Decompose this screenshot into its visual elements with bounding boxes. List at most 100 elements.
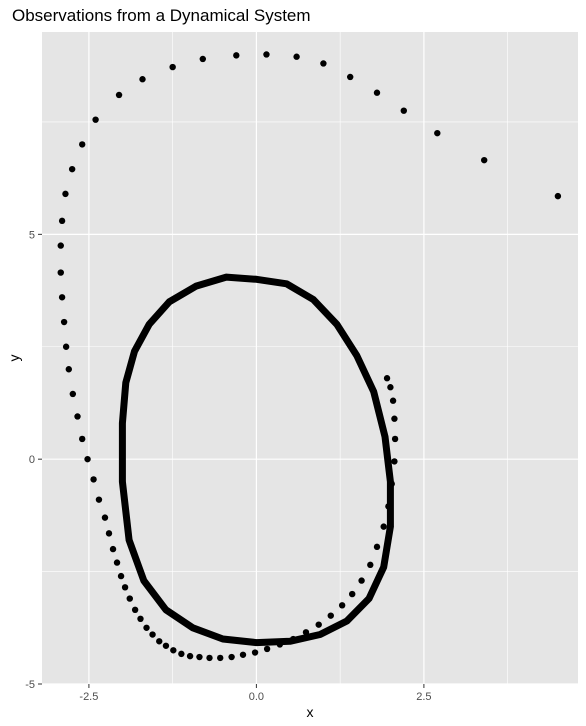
limit-cycle-point bbox=[119, 420, 126, 427]
x-axis-title: x bbox=[307, 704, 314, 720]
data-point bbox=[105, 530, 113, 537]
data-point bbox=[302, 629, 310, 636]
x-axis-ticks: -2.5 0.0 2.5 bbox=[79, 684, 432, 703]
data-point bbox=[65, 366, 73, 373]
limit-cycle-point bbox=[125, 536, 133, 544]
data-point bbox=[387, 384, 394, 391]
data-point bbox=[380, 523, 387, 530]
data-point bbox=[347, 73, 354, 81]
data-point bbox=[84, 455, 91, 463]
limit-cycle-series bbox=[118, 273, 394, 647]
limit-cycle-point bbox=[283, 280, 290, 288]
data-point bbox=[385, 503, 392, 510]
data-point bbox=[69, 390, 77, 398]
data-point bbox=[126, 595, 133, 602]
data-point bbox=[60, 318, 68, 326]
data-point bbox=[373, 543, 381, 551]
limit-cycle-point bbox=[122, 379, 129, 386]
data-point bbox=[90, 476, 97, 483]
data-point bbox=[228, 653, 235, 661]
data-point bbox=[57, 242, 64, 249]
data-point bbox=[137, 615, 144, 622]
data-point bbox=[338, 602, 346, 609]
data-point bbox=[349, 590, 356, 598]
data-point bbox=[117, 572, 125, 580]
limit-cycle-point bbox=[253, 276, 260, 283]
data-point bbox=[170, 647, 177, 654]
data-point bbox=[109, 545, 117, 553]
chart-title: Observations from a Dynamical System bbox=[12, 6, 311, 25]
limit-cycle-point bbox=[343, 617, 351, 625]
data-point bbox=[79, 141, 86, 148]
data-point bbox=[74, 413, 81, 420]
data-point bbox=[367, 561, 374, 569]
limit-cycle-point bbox=[131, 348, 138, 355]
data-point bbox=[400, 107, 407, 114]
data-point bbox=[263, 51, 270, 58]
transient-series bbox=[57, 51, 562, 662]
data-point bbox=[293, 53, 300, 60]
data-point bbox=[95, 496, 103, 503]
limit-cycle-point bbox=[189, 624, 196, 631]
data-point bbox=[388, 480, 395, 488]
data-point bbox=[358, 577, 365, 584]
data-point bbox=[143, 624, 150, 631]
data-point bbox=[554, 192, 562, 200]
data-point bbox=[113, 559, 121, 566]
data-point bbox=[383, 375, 391, 382]
data-point bbox=[121, 584, 129, 591]
data-point bbox=[233, 52, 240, 59]
limit-cycle-point bbox=[310, 296, 317, 303]
data-point bbox=[217, 654, 224, 662]
limit-cycle-point bbox=[365, 595, 373, 602]
data-point bbox=[101, 514, 109, 521]
limit-cycle-point bbox=[119, 478, 126, 485]
limit-cycle-point bbox=[387, 523, 394, 530]
limit-cycle-point bbox=[223, 273, 230, 281]
limit-cycle-point bbox=[162, 606, 170, 614]
data-point bbox=[162, 642, 170, 649]
data-point bbox=[58, 294, 66, 301]
data-point bbox=[276, 641, 284, 648]
data-point bbox=[434, 129, 441, 137]
data-point bbox=[178, 650, 185, 658]
data-point bbox=[391, 415, 398, 422]
limit-cycle-point bbox=[140, 577, 148, 584]
limit-cycle-point bbox=[166, 298, 173, 305]
data-point bbox=[68, 165, 76, 173]
data-point bbox=[251, 649, 259, 656]
data-point bbox=[239, 651, 247, 658]
limit-cycle-point bbox=[353, 352, 361, 359]
y-tick-label: -5 bbox=[25, 679, 35, 691]
y-tick-label: 5 bbox=[29, 229, 35, 241]
data-point bbox=[290, 635, 297, 643]
data-point bbox=[391, 458, 398, 465]
data-point bbox=[57, 269, 64, 276]
x-tick-label: 2.5 bbox=[416, 691, 431, 703]
data-point bbox=[199, 55, 206, 63]
data-point bbox=[79, 435, 86, 443]
data-point bbox=[149, 631, 156, 638]
data-point bbox=[92, 116, 99, 123]
data-point bbox=[139, 76, 146, 83]
data-point bbox=[169, 63, 176, 71]
data-point bbox=[327, 612, 334, 619]
limit-cycle-point bbox=[192, 282, 200, 290]
x-tick-label: -2.5 bbox=[79, 691, 98, 703]
limit-cycle-point bbox=[380, 563, 387, 571]
data-point bbox=[115, 91, 123, 99]
data-point bbox=[196, 653, 203, 661]
limit-cycle-point bbox=[219, 635, 227, 643]
limit-cycle-point bbox=[146, 321, 153, 328]
data-point bbox=[391, 435, 399, 443]
data-point bbox=[62, 343, 70, 350]
y-tick-label: 0 bbox=[29, 454, 35, 466]
x-tick-label: 0.0 bbox=[249, 691, 264, 703]
data-point bbox=[389, 397, 397, 404]
limit-cycle-point bbox=[333, 321, 340, 328]
limit-cycle-point bbox=[370, 388, 377, 395]
data-point bbox=[315, 621, 322, 628]
data-point bbox=[206, 654, 213, 662]
